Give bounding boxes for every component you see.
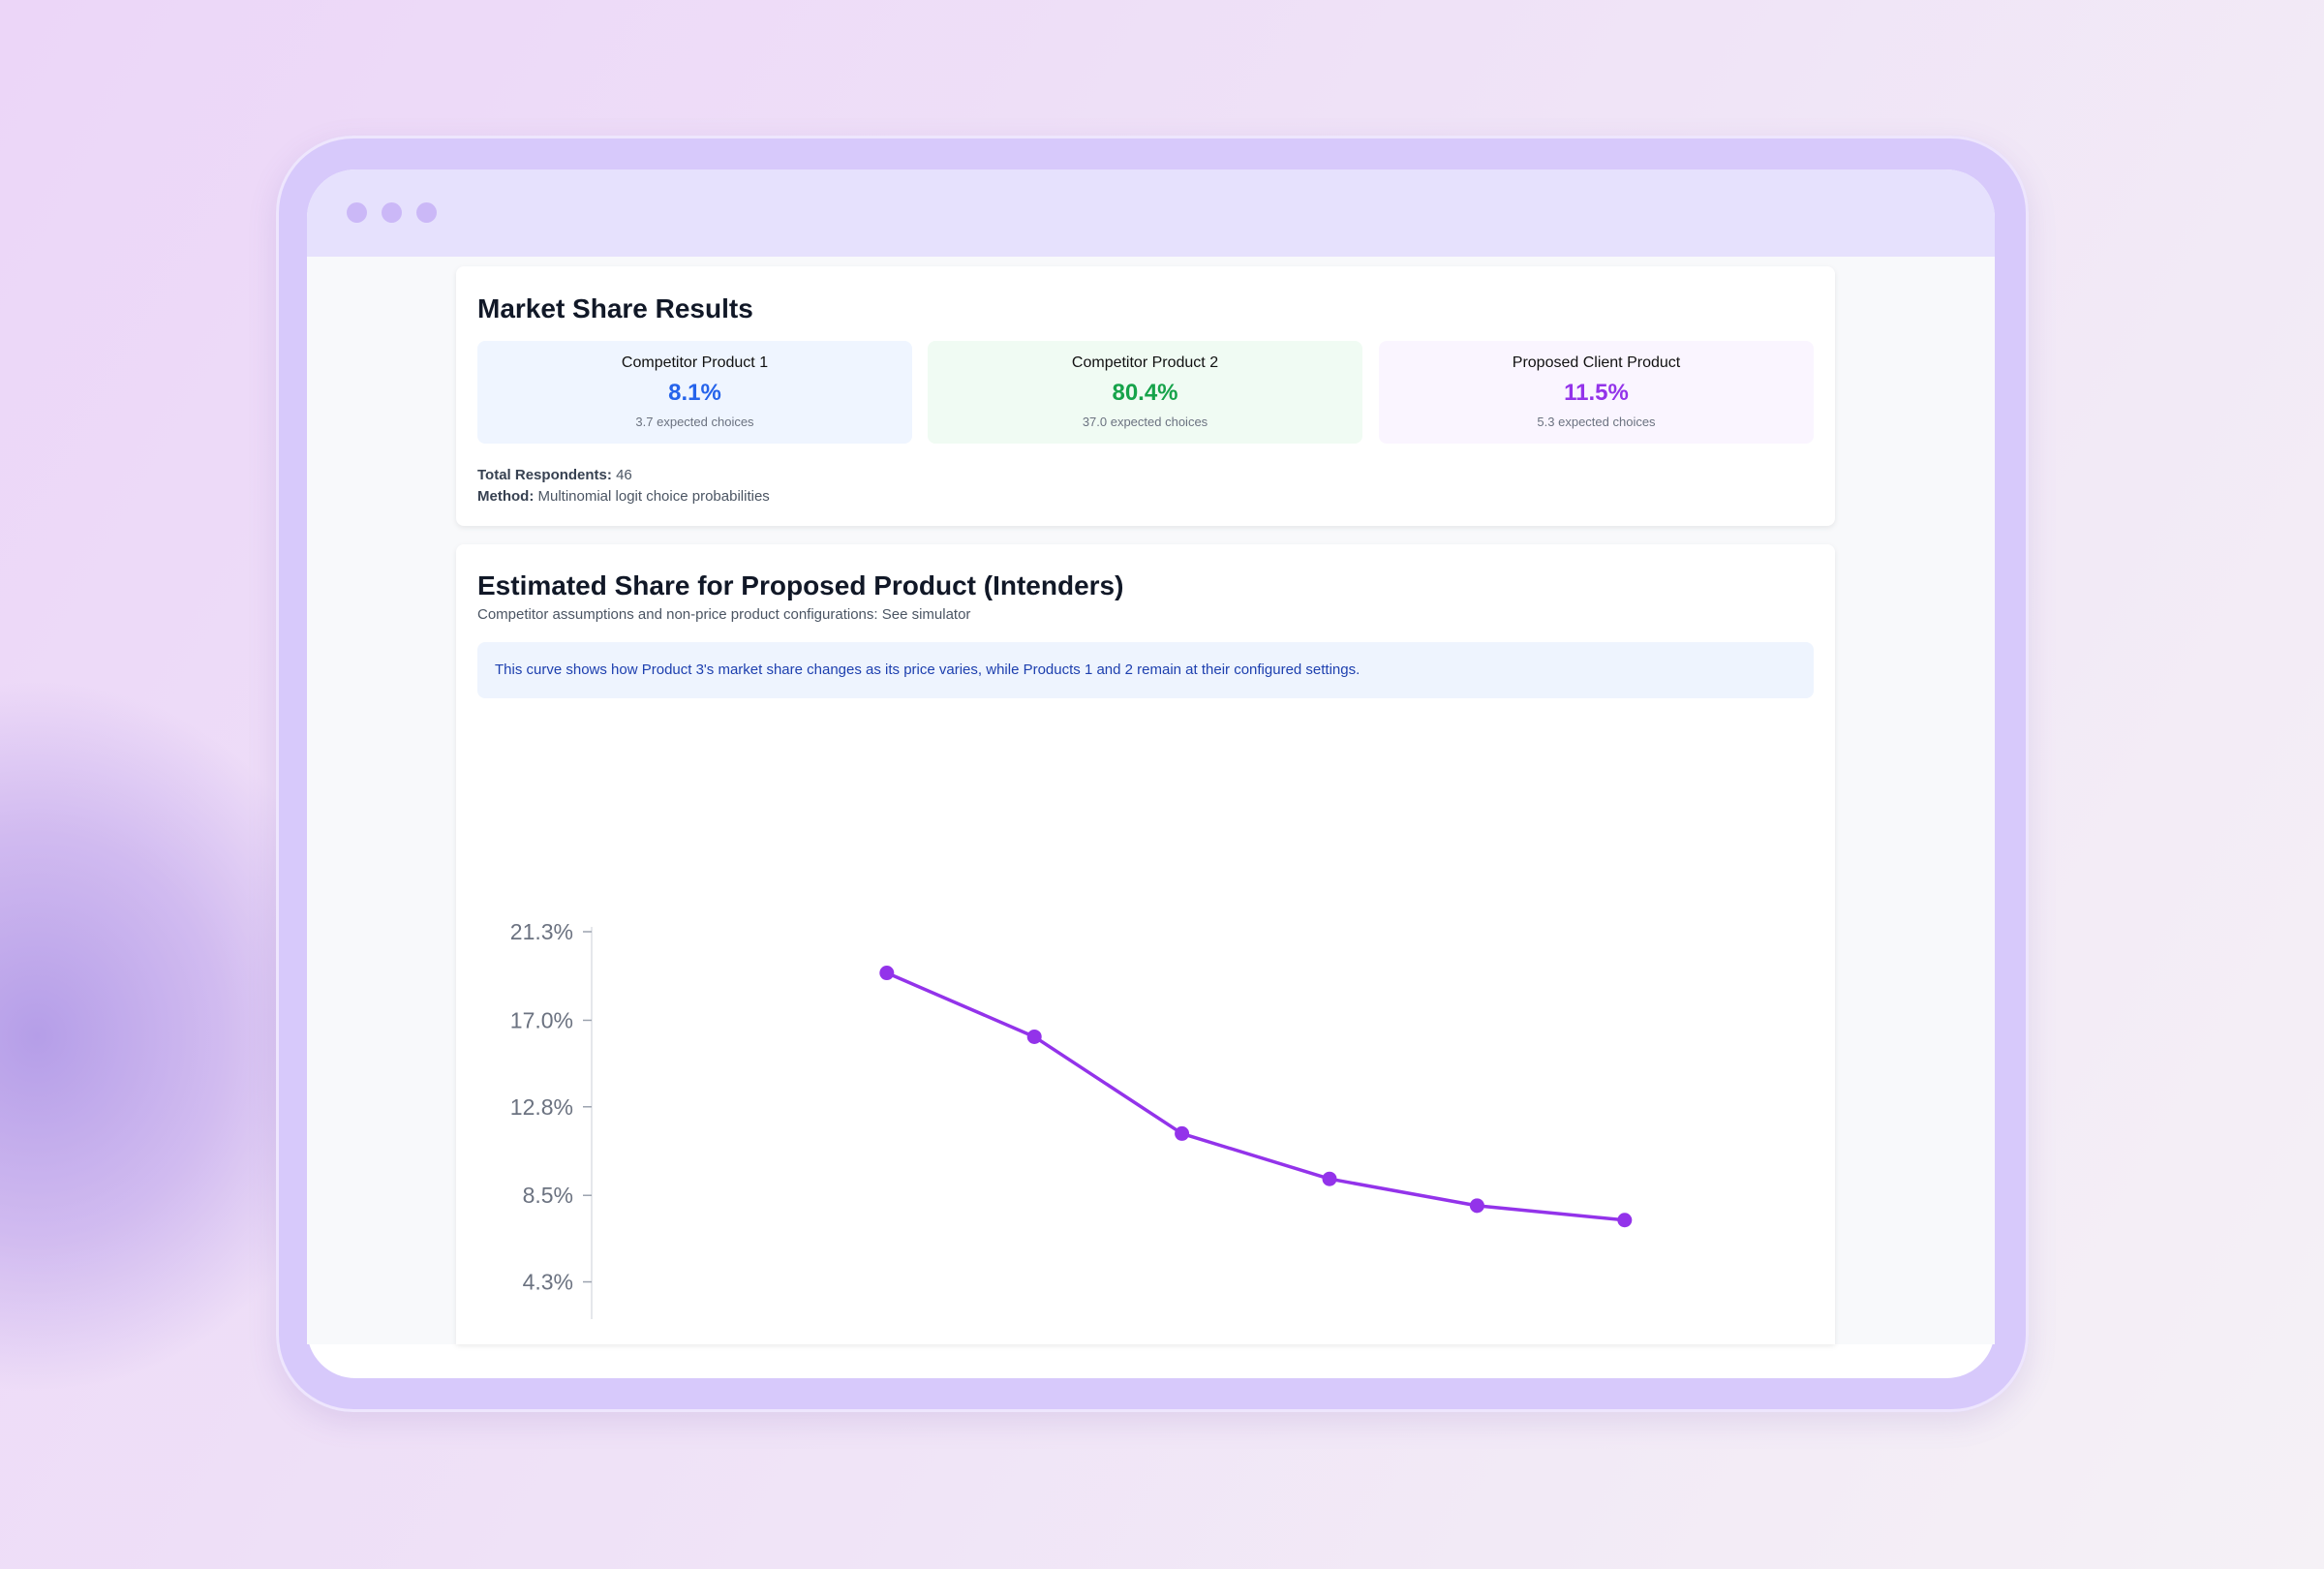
product-name: Proposed Client Product bbox=[1512, 354, 1681, 371]
share-curve-card: Estimated Share for Proposed Product (In… bbox=[456, 544, 1835, 1344]
data-point bbox=[1469, 1198, 1484, 1214]
expected-choices: 5.3 expected choices bbox=[1537, 415, 1656, 429]
data-point bbox=[879, 966, 895, 981]
section-title: Estimated Share for Proposed Product (In… bbox=[477, 570, 1124, 600]
share-curve-chart: 0.0%4.3%8.5%12.8%17.0%21.3%$0$300$600$90… bbox=[510, 919, 1633, 1319]
expected-choices: 3.7 expected choices bbox=[635, 415, 754, 429]
method-value: Multinomial logit choice probabilities bbox=[537, 488, 770, 505]
y-tick-label: 17.0% bbox=[510, 1007, 573, 1032]
product-share-box: Competitor Product 1 8.1% 3.7 expected c… bbox=[477, 341, 912, 444]
title-bar bbox=[307, 169, 1995, 257]
product-share: 11.5% bbox=[1564, 380, 1629, 406]
total-label: Total Respondents: bbox=[477, 467, 612, 483]
product-share-box: Proposed Client Product 11.5% 5.3 expect… bbox=[1379, 341, 1814, 444]
app-window: Market Share Results Competitor Product … bbox=[307, 169, 1995, 1378]
total-respondents: Total Respondents: 46 bbox=[477, 467, 632, 483]
window-maximize-button[interactable] bbox=[416, 202, 437, 223]
expected-choices: 37.0 expected choices bbox=[1082, 415, 1208, 429]
product-name: Competitor Product 1 bbox=[621, 354, 769, 371]
method-label: Method: bbox=[477, 488, 535, 505]
info-banner: This curve shows how Product 3's market … bbox=[477, 642, 1814, 698]
data-point bbox=[1175, 1125, 1190, 1141]
product-share: 80.4% bbox=[1112, 380, 1178, 406]
market-share-results-card: Market Share Results Competitor Product … bbox=[456, 266, 1835, 526]
y-tick-label: 12.8% bbox=[510, 1094, 573, 1120]
info-text: This curve shows how Product 3's market … bbox=[495, 661, 1361, 678]
product-share: 8.1% bbox=[668, 380, 721, 406]
method: Method: Multinomial logit choice probabi… bbox=[477, 488, 770, 505]
y-tick-label: 4.3% bbox=[523, 1270, 573, 1295]
content-area: Market Share Results Competitor Product … bbox=[307, 257, 1995, 1344]
section-subtitle: Competitor assumptions and non-price pro… bbox=[477, 606, 971, 623]
section-title: Market Share Results bbox=[477, 293, 753, 323]
y-tick-label: 21.3% bbox=[510, 919, 573, 944]
window-minimize-button[interactable] bbox=[382, 202, 402, 223]
data-point bbox=[1617, 1213, 1633, 1228]
product-name: Competitor Product 2 bbox=[1071, 354, 1219, 371]
product-share-box: Competitor Product 2 80.4% 37.0 expected… bbox=[928, 341, 1362, 444]
data-point bbox=[1322, 1171, 1337, 1186]
series-line bbox=[886, 970, 1625, 1222]
data-point bbox=[1026, 1029, 1042, 1044]
window-close-button[interactable] bbox=[347, 202, 367, 223]
y-tick-label: 8.5% bbox=[523, 1183, 573, 1208]
total-value: 46 bbox=[616, 467, 632, 483]
